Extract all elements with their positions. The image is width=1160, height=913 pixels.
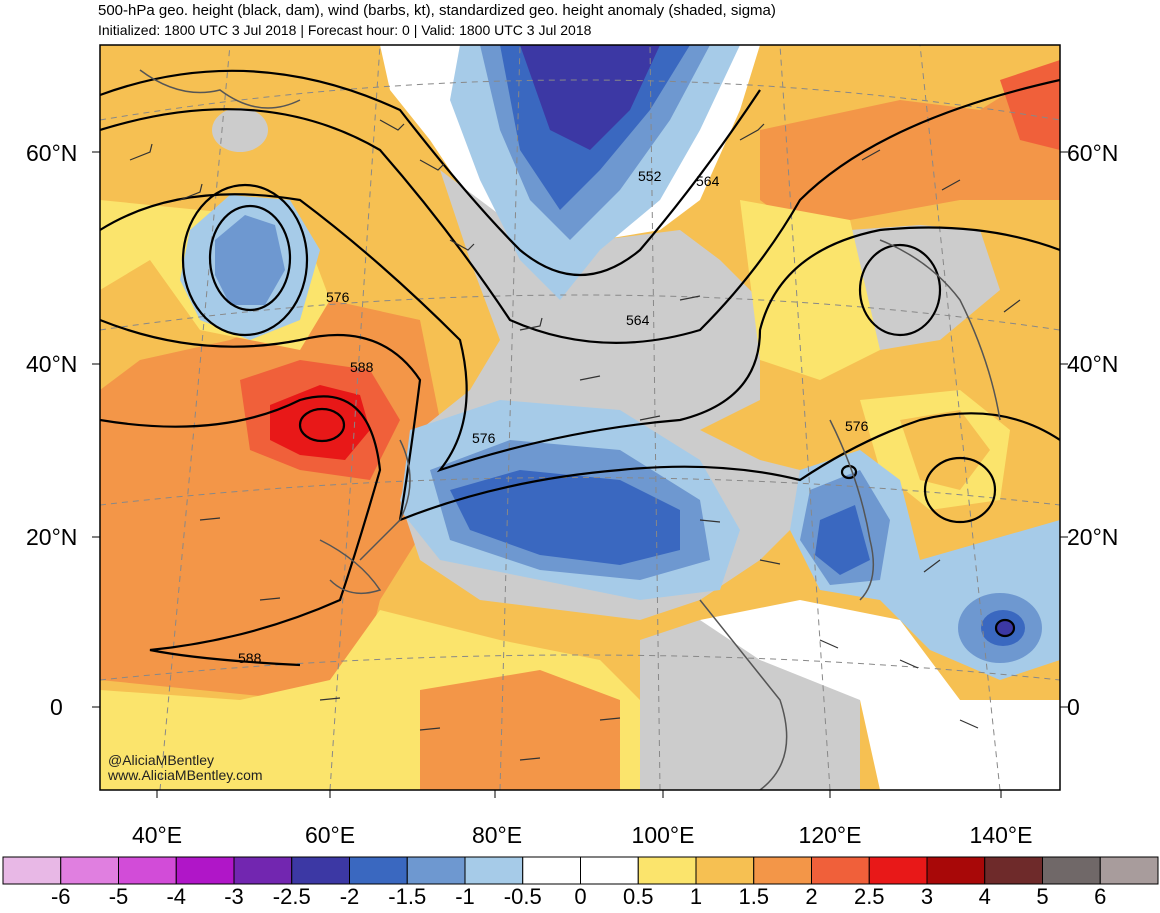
anomaly-east-white	[700, 600, 1060, 790]
credit-website: www.AliciaMBentley.com	[108, 767, 263, 783]
colorbar-swatch	[60, 856, 119, 885]
colorbar-swatch	[2, 856, 62, 885]
height-contours	[100, 69, 1060, 667]
colorbar-label: -2	[339, 884, 360, 909]
lon-label: 60°E	[304, 822, 356, 848]
colorbar-swatch	[1099, 856, 1159, 885]
colorbar-swatch	[464, 856, 524, 885]
colorbar-label: -5	[108, 884, 129, 909]
colorbar-label: -2.5	[272, 884, 311, 909]
contour-label: 552	[638, 168, 662, 184]
anomaly-gray-east	[850, 225, 1000, 350]
colorbar-swatch	[175, 856, 235, 885]
colorbar-label: -3	[224, 884, 244, 909]
colorbar-swatch	[118, 856, 177, 885]
colorbar-label: 0	[574, 884, 587, 909]
colorbar-label: 1	[689, 884, 703, 909]
contour-label-group: 552 564 564 576 576 576 588 588	[238, 168, 869, 666]
contour-label: 564	[696, 173, 720, 189]
credit-handle: @AliciaMBentley	[108, 752, 215, 768]
map-subtitle: Initialized: 1800 UTC 3 Jul 2018 | Forec…	[98, 22, 592, 38]
map-frame	[99, 44, 1061, 791]
anomaly-japan-warm-core	[900, 410, 990, 490]
colorbar-swatch	[868, 856, 928, 885]
colorbar-swatch	[406, 856, 466, 885]
lat-label-right: 0	[1067, 694, 1080, 720]
colorbar-swatch	[580, 856, 639, 885]
anomaly-nw-low-inner	[215, 215, 285, 305]
contour-label: 576	[326, 289, 350, 305]
colorbar-label: 3	[920, 884, 934, 909]
lat-label-right: 40°N	[1067, 351, 1119, 377]
colorbar-swatch	[695, 856, 755, 885]
colorbar-label: 2.5	[853, 884, 885, 909]
anomaly-typhoon-core	[995, 620, 1013, 636]
contour-label: 576	[472, 430, 496, 446]
coastlines	[139, 69, 1001, 790]
contour-label: 576	[845, 418, 869, 434]
anomaly-orange-south	[420, 670, 620, 790]
colorbar-label: 1.5	[738, 884, 770, 909]
colorbar-label: -6	[50, 884, 71, 909]
anomaly-nw-gray-spot	[212, 108, 268, 152]
anomaly-east-low-inner	[815, 505, 870, 575]
lat-label-left: 0	[50, 694, 63, 720]
colorbar-label: -1	[455, 884, 475, 909]
colorbar	[2, 856, 1159, 885]
lat-label-right: 60°N	[1067, 140, 1119, 166]
lat-label-left: 40°N	[26, 351, 78, 377]
colorbar-swatch	[291, 856, 350, 885]
colorbar-swatch	[753, 856, 812, 885]
anomaly-ne-yellow	[740, 200, 880, 380]
lon-label: 40°E	[131, 822, 183, 848]
wind-barbs	[129, 119, 1021, 761]
colorbar-swatch	[926, 856, 986, 885]
contour-label: 588	[238, 650, 262, 666]
anomaly-ridge-west-core	[270, 385, 370, 460]
lat-label-right: 20°N	[1067, 524, 1119, 550]
anomaly-ne-warm	[760, 60, 1060, 230]
map-plot-area: 552 564 564 576 576 576 588 588	[100, 45, 1060, 790]
anomaly-tibet-inner	[450, 470, 680, 565]
colorbar-label: -1.5	[388, 884, 427, 909]
map-title: 500-hPa geo. height (black, dam), wind (…	[98, 2, 776, 19]
colorbar-label: -0.5	[503, 884, 542, 909]
colorbar-swatch	[984, 856, 1043, 885]
colorbar-swatch	[349, 856, 408, 885]
colorbar-swatch	[637, 856, 697, 885]
colorbar-swatch	[1042, 856, 1101, 885]
map-ticks	[92, 151, 1068, 798]
lon-label: 80°E	[471, 822, 523, 848]
colorbar-label: 5	[1036, 884, 1049, 909]
lon-label: 100°E	[631, 822, 695, 848]
colorbar-swatch	[811, 856, 870, 885]
anomaly-trough-north-core	[520, 45, 660, 150]
graticule	[100, 45, 1060, 790]
colorbar-swatch	[233, 856, 293, 885]
lon-label: 140°E	[969, 822, 1033, 848]
colorbar-swatch	[522, 856, 581, 885]
colorbar-label: 4	[978, 884, 991, 909]
colorbar-label: 0.5	[622, 884, 654, 909]
colorbar-label: -4	[166, 884, 187, 909]
lat-label-left: 60°N	[26, 140, 78, 166]
contour-label: 588	[350, 359, 374, 375]
lat-label-left: 20°N	[26, 524, 78, 550]
lon-label: 120°E	[798, 822, 862, 848]
colorbar-label: 6	[1094, 884, 1107, 909]
colorbar-label: 2	[805, 884, 818, 909]
contour-label: 564	[626, 312, 650, 328]
